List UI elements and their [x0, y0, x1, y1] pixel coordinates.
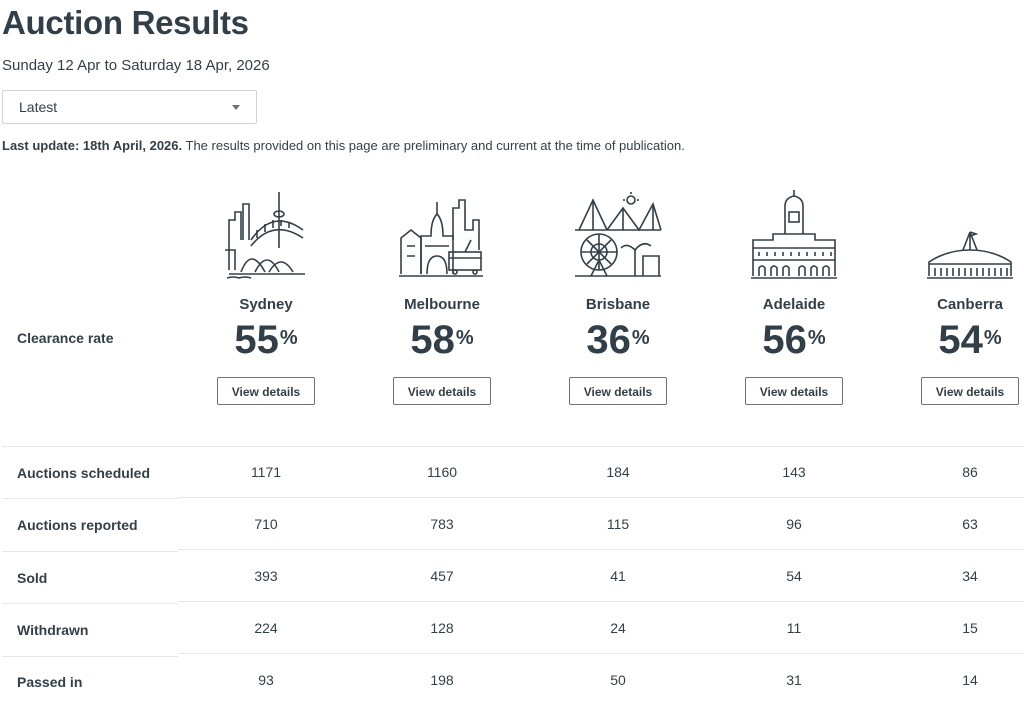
adelaide-skyline-icon: [751, 190, 837, 279]
view-details-button[interactable]: View details: [921, 377, 1019, 405]
clearance-rate-value: 58%: [410, 318, 474, 362]
table-cell: 15: [962, 620, 978, 636]
view-details-button[interactable]: View details: [745, 377, 843, 405]
sydney-skyline-icon: [225, 192, 305, 279]
table-cell: 63: [962, 516, 978, 532]
city-name: Sydney: [239, 296, 293, 313]
table-cell: 198: [430, 672, 454, 688]
table-cell: 1171: [250, 464, 282, 480]
period-select[interactable]: Latest: [2, 90, 257, 124]
row-label-scheduled: Auctions scheduled: [17, 465, 151, 481]
date-range: Sunday 12 Apr to Saturday 18 Apr, 2026: [2, 57, 270, 74]
table-cell: 783: [430, 516, 454, 532]
melbourne-skyline-icon: [399, 199, 483, 277]
view-details-button[interactable]: View details: [393, 377, 491, 405]
table-divider: [2, 446, 1024, 447]
table-cell: 11: [786, 620, 802, 636]
clearance-rate-label: Clearance rate: [17, 330, 114, 346]
row-label-sold: Sold: [17, 570, 48, 586]
table-divider: [2, 551, 178, 552]
table-cell: 93: [258, 672, 274, 688]
city-canberra: Canberra 54% View details: [882, 190, 1024, 405]
update-notice: Last update: 18th April, 2026. The resul…: [2, 138, 685, 153]
city-name: Brisbane: [585, 296, 651, 313]
clearance-rate-value: 54%: [938, 318, 1002, 362]
table-cell: 115: [606, 516, 630, 532]
city-melbourne: Melbourne 58% View details: [354, 190, 530, 405]
clearance-rate-value: 55%: [234, 318, 298, 362]
table-divider: [2, 603, 178, 604]
table-divider: [2, 498, 178, 499]
row-label-withdrawn: Withdrawn: [17, 622, 89, 638]
table-cell: 86: [962, 464, 978, 480]
table-cell: 457: [430, 568, 454, 584]
city-brisbane: Brisbane 36% View details: [530, 190, 706, 405]
table-cell: 96: [786, 516, 802, 532]
brisbane-skyline-icon: [575, 192, 662, 277]
city-name: Canberra: [937, 296, 1003, 313]
table-cell: 393: [254, 568, 278, 584]
row-label-reported: Auctions reported: [17, 517, 138, 533]
table-cell: 34: [962, 568, 978, 584]
chevron-down-icon: [232, 105, 240, 110]
city-name: Melbourne: [404, 296, 480, 313]
table-cell: 54: [786, 568, 802, 584]
table-cell: 1160: [426, 464, 458, 480]
notice-text: The results provided on this page are pr…: [182, 138, 685, 153]
table-cell: 710: [254, 516, 278, 532]
table-cell: 143: [782, 464, 806, 480]
page-title: Auction Results: [2, 4, 249, 41]
table-divider: [178, 549, 1024, 550]
table-cell: 14: [962, 672, 978, 688]
table-divider: [178, 653, 1024, 654]
row-label-passed-in: Passed in: [17, 674, 83, 690]
view-details-button[interactable]: View details: [217, 377, 315, 405]
table-cell: 24: [610, 620, 626, 636]
last-update-label: Last update: 18th April, 2026.: [2, 138, 183, 153]
table-cell: 31: [786, 672, 802, 688]
table-cell: 184: [606, 464, 630, 480]
city-adelaide: Adelaide 56% View details: [706, 190, 882, 405]
canberra-skyline-icon: [927, 231, 1013, 279]
table-cell: 224: [254, 620, 278, 636]
clearance-rate-value: 56%: [762, 318, 826, 362]
period-select-value: Latest: [19, 99, 58, 115]
table-divider: [2, 656, 178, 657]
table-cell: 128: [430, 620, 454, 636]
clearance-rate-value: 36%: [586, 318, 650, 362]
table-cell: 41: [610, 568, 626, 584]
city-name: Adelaide: [762, 296, 826, 313]
table-divider: [178, 497, 1024, 498]
table-divider: [178, 601, 1024, 602]
table-cell: 50: [610, 672, 626, 688]
city-sydney: Sydney 55% View details: [178, 190, 354, 405]
view-details-button[interactable]: View details: [569, 377, 667, 405]
